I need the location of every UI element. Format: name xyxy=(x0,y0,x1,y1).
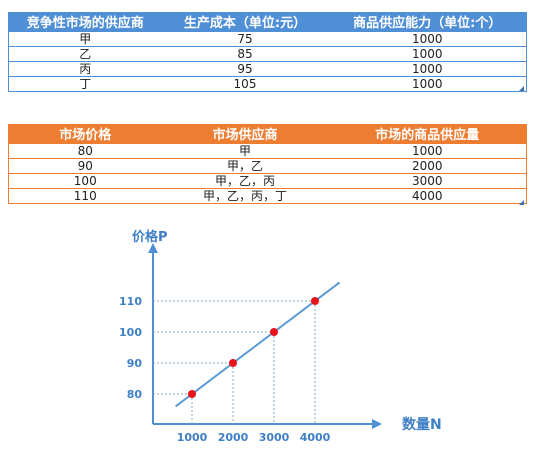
supply-curve-chart: 1000 2000 3000 4000 80 90 100 110 价格P 数量N xyxy=(119,229,442,444)
table-cell: 100 xyxy=(8,173,162,189)
y-tick-label: 80 xyxy=(127,388,143,401)
market-supply-table: 市场价格 市场供应商 市场的商品供应量 80 甲 1000 90 甲，乙 200… xyxy=(8,124,527,204)
column-header: 市场的商品供应量 xyxy=(328,124,527,144)
y-tick-label: 110 xyxy=(119,295,142,308)
column-header: 商品供应能力（单位:个） xyxy=(328,12,527,32)
table-cell: 甲，乙，丙 xyxy=(161,173,329,189)
x-tick-label: 2000 xyxy=(218,431,249,444)
table-row: 100 甲，乙，丙 3000 xyxy=(8,173,527,189)
table-cell: 甲 xyxy=(8,31,162,47)
table-cell: 90 xyxy=(8,158,162,174)
table-cell: 3000 xyxy=(328,173,527,189)
table-cell: 甲，乙 xyxy=(161,158,329,174)
table-cell: 1000 xyxy=(328,76,527,92)
table-row: 丙 95 1000 xyxy=(8,61,527,77)
table-cell: 甲 xyxy=(161,143,329,159)
x-tick-label: 3000 xyxy=(259,431,290,444)
table-row: 乙 85 1000 xyxy=(8,46,527,62)
table-cell: 1000 xyxy=(328,31,527,47)
table-cell: 丙 xyxy=(8,61,162,77)
table-cell: 110 xyxy=(8,188,162,204)
y-axis-label: 价格P xyxy=(132,229,168,245)
table-cell: 丁 xyxy=(8,76,162,92)
plot-area: 1000 2000 3000 4000 80 90 100 110 xyxy=(119,243,382,444)
y-axis-arrow-icon xyxy=(148,243,158,253)
y-tick-label: 100 xyxy=(119,326,142,339)
data-point xyxy=(311,297,319,305)
table-resize-handle[interactable] xyxy=(519,86,524,91)
column-header: 市场价格 xyxy=(8,124,162,144)
table-cell: 95 xyxy=(161,61,329,77)
table-cell: 4000 xyxy=(328,188,527,204)
table-row: 甲 75 1000 xyxy=(8,31,527,47)
x-axis-arrow-icon xyxy=(372,419,382,429)
table-cell: 2000 xyxy=(328,158,527,174)
table-cell: 1000 xyxy=(328,143,527,159)
table-cell: 75 xyxy=(161,31,329,47)
column-header: 竞争性市场的供应商 xyxy=(8,12,162,32)
y-tick-label: 90 xyxy=(127,357,143,370)
x-tick-label: 1000 xyxy=(177,431,208,444)
x-axis-label: 数量N xyxy=(402,416,442,433)
table-cell: 乙 xyxy=(8,46,162,62)
table-row: 110 甲，乙，丙，丁 4000 xyxy=(8,188,527,204)
x-tick-label: 4000 xyxy=(300,431,331,444)
supplier-cost-table: 竞争性市场的供应商 生产成本（单位:元） 商品供应能力（单位:个） 甲 75 1… xyxy=(8,12,527,92)
data-point xyxy=(270,328,278,336)
table-row: 90 甲，乙 2000 xyxy=(8,158,527,174)
table-row: 80 甲 1000 xyxy=(8,143,527,159)
table-cell: 105 xyxy=(161,76,329,92)
table-cell: 1000 xyxy=(328,46,527,62)
table-cell: 1000 xyxy=(328,61,527,77)
table-cell: 85 xyxy=(161,46,329,62)
table-cell: 80 xyxy=(8,143,162,159)
table-header-row: 市场价格 市场供应商 市场的商品供应量 xyxy=(8,124,527,144)
table-resize-handle[interactable] xyxy=(519,200,524,205)
column-header: 市场供应商 xyxy=(161,124,329,144)
data-point xyxy=(229,359,237,367)
table-header-row: 竞争性市场的供应商 生产成本（单位:元） 商品供应能力（单位:个） xyxy=(8,12,527,32)
table-row: 丁 105 1000 xyxy=(8,76,527,92)
column-header: 生产成本（单位:元） xyxy=(161,12,329,32)
data-point xyxy=(188,390,196,398)
table-cell: 甲，乙，丙，丁 xyxy=(161,188,329,204)
